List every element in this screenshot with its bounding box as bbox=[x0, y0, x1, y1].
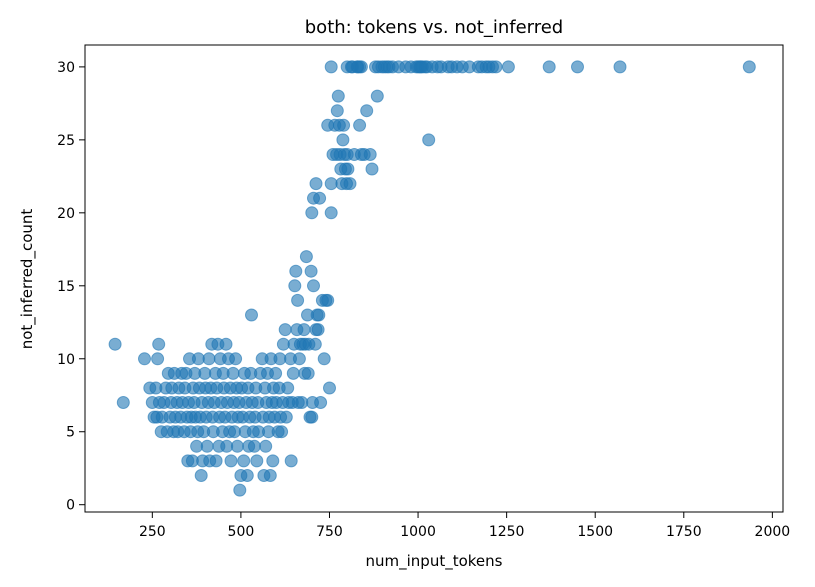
y-tick-label: 30 bbox=[57, 60, 75, 76]
data-point bbox=[311, 323, 325, 337]
data-point bbox=[116, 396, 130, 409]
x-tick-label: 1750 bbox=[666, 524, 702, 540]
data-point bbox=[152, 337, 166, 351]
x-axis-ticks: 250 500 750 1000 1250 1500 1750 2000 bbox=[139, 512, 790, 540]
data-point bbox=[278, 323, 292, 337]
plot-frame bbox=[84, 44, 784, 513]
data-point bbox=[331, 89, 345, 103]
data-point bbox=[269, 366, 283, 380]
data-point bbox=[299, 250, 313, 264]
y-tick-label: 20 bbox=[57, 206, 75, 222]
data-point bbox=[108, 337, 122, 351]
data-point bbox=[312, 308, 326, 322]
data-point bbox=[230, 439, 244, 453]
data-point bbox=[317, 352, 331, 366]
data-point bbox=[297, 323, 311, 337]
data-point bbox=[337, 118, 351, 132]
data-point bbox=[226, 366, 240, 380]
data-point bbox=[370, 89, 384, 103]
y-tick-label: 5 bbox=[66, 425, 75, 441]
data-point bbox=[194, 469, 208, 482]
data-point bbox=[613, 60, 627, 74]
data-point bbox=[250, 454, 264, 468]
data-point bbox=[542, 60, 556, 74]
data-point bbox=[288, 279, 302, 293]
x-tick-label: 1250 bbox=[489, 524, 525, 540]
x-tick-label: 500 bbox=[228, 524, 255, 540]
data-point bbox=[275, 425, 289, 439]
data-point bbox=[151, 352, 165, 366]
data-point bbox=[330, 104, 344, 118]
data-point bbox=[309, 177, 323, 191]
data-point bbox=[233, 483, 247, 497]
data-point bbox=[323, 381, 336, 395]
data-point bbox=[571, 60, 584, 74]
data-point bbox=[219, 337, 233, 351]
data-point bbox=[263, 469, 277, 482]
data-point bbox=[209, 454, 223, 468]
data-point bbox=[353, 118, 367, 132]
data-point bbox=[245, 308, 258, 322]
data-point bbox=[286, 366, 300, 380]
data-point bbox=[138, 352, 151, 366]
data-points bbox=[108, 60, 756, 497]
data-point bbox=[422, 133, 436, 147]
data-point bbox=[284, 454, 298, 468]
data-point bbox=[321, 293, 335, 307]
data-point bbox=[224, 454, 238, 468]
data-point bbox=[501, 60, 515, 74]
data-point bbox=[341, 162, 355, 176]
data-point bbox=[307, 279, 320, 293]
data-point bbox=[305, 206, 319, 220]
data-point bbox=[240, 469, 254, 482]
y-axis-label: not_inferred_count bbox=[18, 209, 37, 350]
data-point bbox=[291, 293, 305, 307]
data-point bbox=[343, 177, 357, 191]
data-point bbox=[354, 60, 368, 74]
data-point bbox=[324, 60, 338, 74]
data-point bbox=[279, 410, 293, 424]
y-tick-label: 25 bbox=[57, 133, 75, 149]
data-point bbox=[247, 439, 261, 453]
data-point bbox=[289, 264, 303, 278]
data-point bbox=[202, 352, 216, 366]
data-point bbox=[313, 191, 327, 205]
x-tick-label: 1500 bbox=[577, 524, 613, 540]
x-tick-label: 2000 bbox=[755, 524, 791, 540]
y-tick-label: 15 bbox=[57, 279, 75, 295]
data-point bbox=[229, 352, 243, 366]
data-point bbox=[360, 104, 374, 118]
y-axis-ticks: 0 5 10 15 20 25 30 bbox=[57, 60, 85, 514]
data-point bbox=[304, 264, 318, 278]
data-point bbox=[365, 162, 379, 176]
data-point bbox=[336, 133, 350, 147]
data-point bbox=[266, 454, 280, 468]
x-tick-label: 750 bbox=[316, 524, 343, 540]
data-point bbox=[324, 206, 338, 220]
data-point bbox=[200, 439, 214, 453]
data-point bbox=[301, 366, 315, 380]
data-point bbox=[281, 381, 295, 395]
chart-title: both: tokens vs. not_inferred bbox=[305, 17, 564, 38]
x-tick-label: 250 bbox=[139, 524, 166, 540]
data-point bbox=[489, 60, 503, 74]
data-point bbox=[259, 439, 273, 453]
data-point bbox=[305, 410, 319, 424]
x-axis-label: num_input_tokens bbox=[366, 552, 503, 571]
data-point bbox=[742, 60, 756, 74]
data-point bbox=[314, 396, 328, 409]
x-tick-label: 1000 bbox=[400, 524, 436, 540]
data-point bbox=[292, 352, 306, 366]
y-tick-label: 10 bbox=[57, 352, 75, 368]
data-point bbox=[363, 148, 377, 161]
data-point bbox=[237, 454, 251, 468]
data-point bbox=[308, 337, 322, 351]
y-tick-label: 0 bbox=[66, 498, 75, 514]
